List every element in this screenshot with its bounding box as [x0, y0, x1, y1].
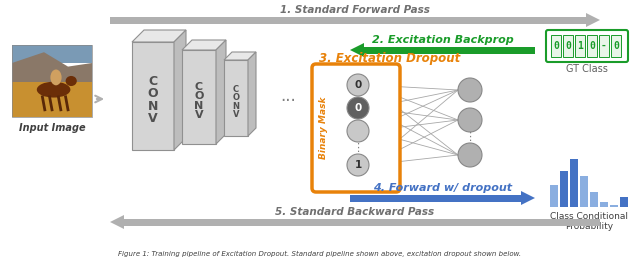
Bar	[563, 35, 573, 57]
Circle shape	[347, 120, 369, 142]
Text: ...: ...	[280, 87, 296, 105]
Text: C
O
N
V: C O N V	[232, 85, 239, 119]
Bar	[551, 35, 561, 57]
Text: 0: 0	[355, 103, 362, 113]
Polygon shape	[216, 40, 226, 144]
Bar	[132, 42, 174, 150]
Polygon shape	[586, 13, 600, 27]
Bar	[599, 35, 609, 57]
Text: 0: 0	[589, 41, 595, 51]
Bar	[12, 45, 92, 63]
Text: ⋮: ⋮	[353, 143, 364, 153]
Polygon shape	[350, 43, 364, 57]
Text: Class Conditional
Probability: Class Conditional Probability	[550, 212, 628, 231]
Text: 4. Forward w/ dropout: 4. Forward w/ dropout	[373, 183, 513, 193]
Bar	[364, 46, 535, 53]
Bar	[570, 159, 578, 207]
Bar	[110, 17, 586, 23]
Bar	[620, 197, 628, 207]
Bar	[12, 45, 92, 117]
Text: 1. Standard Forward Pass: 1. Standard Forward Pass	[280, 5, 430, 15]
Circle shape	[458, 143, 482, 167]
Circle shape	[347, 97, 369, 119]
Text: C
O
N
V: C O N V	[195, 82, 204, 120]
Bar	[587, 35, 597, 57]
Bar	[590, 193, 598, 207]
Bar	[182, 50, 216, 144]
Polygon shape	[110, 215, 124, 229]
Bar	[560, 171, 568, 207]
Polygon shape	[182, 40, 226, 50]
Text: 0: 0	[553, 41, 559, 51]
Text: Input Image: Input Image	[19, 123, 85, 133]
Text: 0: 0	[613, 41, 619, 51]
Text: 1: 1	[577, 41, 583, 51]
Text: C
O
N
V: C O N V	[148, 75, 158, 125]
Bar	[610, 205, 618, 207]
Polygon shape	[12, 52, 92, 85]
Text: 1: 1	[355, 160, 362, 170]
Text: GT Class: GT Class	[566, 64, 608, 74]
Bar	[575, 35, 585, 57]
Polygon shape	[248, 52, 256, 136]
Bar	[611, 35, 621, 57]
Polygon shape	[521, 191, 535, 205]
Text: 2. Excitation Backprop: 2. Excitation Backprop	[372, 35, 514, 45]
Text: 0: 0	[565, 41, 571, 51]
Bar	[350, 194, 521, 202]
Polygon shape	[132, 30, 186, 42]
Circle shape	[458, 108, 482, 132]
Polygon shape	[224, 52, 256, 60]
Text: ⋮: ⋮	[465, 132, 476, 142]
Text: -: -	[601, 41, 607, 51]
Ellipse shape	[36, 82, 70, 97]
Text: Binary Mask: Binary Mask	[319, 97, 328, 159]
Bar	[600, 202, 608, 207]
FancyBboxPatch shape	[546, 30, 628, 62]
Bar	[550, 185, 558, 207]
Polygon shape	[174, 30, 186, 150]
Text: 0: 0	[355, 80, 362, 90]
Bar	[12, 83, 92, 117]
Ellipse shape	[51, 69, 61, 85]
Circle shape	[347, 74, 369, 96]
Circle shape	[458, 78, 482, 102]
Text: Figure 1: Training pipeline of Excitation Dropout. Standard pipeline shown above: Figure 1: Training pipeline of Excitatio…	[118, 251, 522, 257]
Bar	[224, 60, 248, 136]
FancyBboxPatch shape	[312, 64, 400, 192]
Text: 3. Excitation Dropout: 3. Excitation Dropout	[319, 52, 461, 65]
Bar	[124, 218, 600, 226]
Circle shape	[347, 154, 369, 176]
Bar	[580, 175, 588, 207]
Text: 5. Standard Backward Pass: 5. Standard Backward Pass	[275, 207, 435, 217]
Ellipse shape	[66, 76, 77, 86]
